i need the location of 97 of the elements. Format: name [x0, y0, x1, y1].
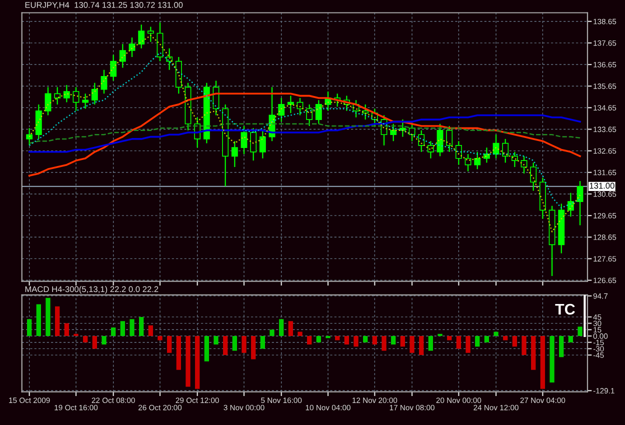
bar [363, 336, 368, 342]
bar [559, 336, 564, 358]
bar [456, 336, 462, 349]
bar [522, 336, 526, 356]
candlestick [455, 140, 462, 166]
candlestick [483, 147, 490, 164]
candlestick [418, 130, 425, 152]
bar [428, 336, 434, 351]
candlestick [427, 140, 434, 159]
candlestick [54, 86, 61, 105]
bar [466, 336, 470, 353]
candlestick [82, 93, 89, 110]
bar [130, 319, 134, 336]
bar [410, 336, 414, 353]
bar [27, 319, 32, 336]
bar [158, 336, 162, 340]
bar [260, 336, 266, 349]
bar [232, 336, 238, 351]
candlestick [91, 82, 98, 105]
candlestick [306, 104, 313, 127]
bar [270, 330, 274, 336]
bar [531, 336, 536, 370]
candlestick [530, 162, 537, 192]
bar [494, 332, 498, 336]
bar [167, 336, 172, 353]
bar [195, 336, 200, 389]
candlestick [26, 128, 33, 146]
bar [568, 336, 574, 342]
bar [344, 336, 350, 344]
candlestick [240, 125, 248, 155]
candlestick [44, 86, 52, 116]
candlestick [138, 24, 145, 49]
bar [419, 336, 424, 356]
bar [92, 336, 98, 349]
bar [354, 336, 358, 347]
bar [372, 336, 378, 344]
candlestick [259, 130, 266, 159]
bar [46, 298, 50, 336]
candlestick [100, 69, 108, 94]
bar [335, 336, 340, 340]
candlestick [567, 192, 574, 218]
bar [503, 336, 508, 340]
bar [540, 336, 546, 389]
bar [148, 325, 154, 336]
candlestick [278, 97, 285, 122]
bar [36, 304, 42, 336]
ref-line-label: 131.00 [590, 182, 614, 189]
bar [111, 328, 116, 336]
bar [447, 336, 452, 340]
candlestick [250, 128, 257, 162]
bar [550, 336, 554, 383]
candlestick [390, 123, 397, 142]
bar [204, 336, 210, 362]
candlestick [474, 151, 481, 170]
candlestick [147, 26, 154, 42]
bar [391, 336, 396, 344]
bar [475, 336, 480, 347]
chart-title: MACD H4-300(5,13,1) 22.2 0.0 22.2 [25, 286, 158, 294]
bar [64, 323, 70, 336]
candlestick [446, 125, 453, 152]
bar [214, 336, 218, 344]
bar [316, 336, 322, 342]
bar [176, 336, 182, 370]
candlestick [231, 140, 238, 168]
candlestick [119, 43, 126, 68]
bar [120, 321, 126, 336]
bar [242, 336, 246, 353]
bar [307, 336, 312, 344]
candlestick [520, 156, 528, 174]
bar [400, 336, 406, 347]
bar [279, 319, 284, 336]
candlestick [576, 180, 584, 226]
bar [83, 336, 88, 342]
bar [484, 336, 490, 342]
candlestick [110, 54, 117, 82]
candlestick [287, 95, 294, 114]
candlestick [502, 138, 509, 164]
bar [512, 336, 518, 347]
annotation: TC [555, 304, 575, 315]
bar [251, 336, 256, 360]
candlestick [464, 154, 472, 172]
candlestick [63, 84, 70, 103]
bar [55, 306, 60, 336]
candlestick [35, 104, 42, 140]
bar [382, 336, 386, 351]
chart-title: EURJPY,H4 130.74 131.25 130.72 131.00 [25, 2, 183, 9]
bar [102, 336, 106, 344]
bar [186, 336, 190, 387]
bar [326, 336, 330, 338]
line-series [28, 114, 581, 153]
bar [288, 321, 294, 336]
bar [139, 316, 144, 336]
bar [298, 332, 302, 336]
candlestick [315, 100, 322, 124]
candlestick [436, 123, 444, 157]
bar [223, 336, 228, 356]
bar [578, 326, 582, 336]
